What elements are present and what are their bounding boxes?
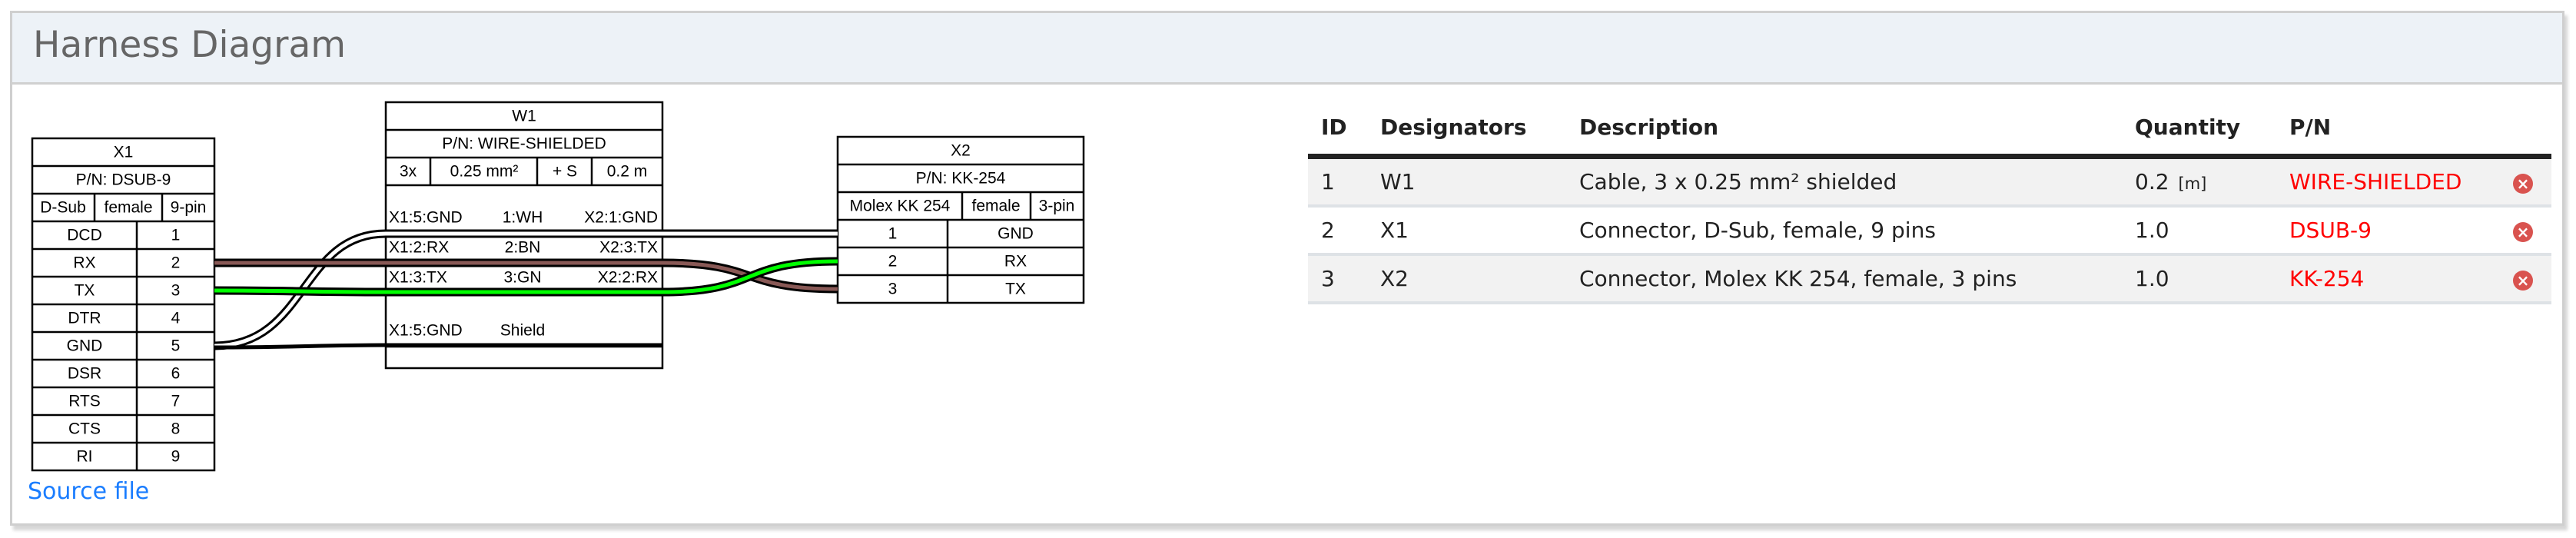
bom-id: 2	[1308, 206, 1367, 256]
connector-x1-pn: P/N: DSUB-9	[76, 171, 171, 189]
bom-table: ID Designators Description Quantity P/N …	[1308, 100, 2551, 304]
quantity-value: 1.0	[2135, 218, 2169, 243]
col-quantity: Quantity	[2122, 100, 2276, 159]
wires	[214, 229, 838, 350]
bom-row: 2 X1 Connector, D-Sub, female, 9 pins 1.0 DS…	[1308, 206, 2551, 256]
pin-label: RX	[73, 254, 95, 272]
bom-actions: ×	[2500, 254, 2551, 304]
bom-description: Cable, 3 x 0.25 mm² shielded	[1566, 156, 2122, 208]
col-designators: Designators	[1367, 100, 1566, 159]
source-file-link[interactable]: Source file	[28, 478, 150, 505]
quantity-value: 0.2	[2135, 169, 2169, 194]
wire-to: X2:2:RX	[598, 269, 658, 287]
wire-to: X2:1:GND	[584, 209, 658, 227]
bom-pn: KK-254	[2276, 254, 2500, 304]
pin-label: GND	[998, 225, 1034, 243]
pin-number: 1	[171, 227, 181, 244]
pin-number: 2	[171, 254, 181, 272]
pin-label: TX	[75, 282, 95, 300]
wire-to: X2:3:TX	[599, 239, 658, 257]
card-header: Harness Diagram	[12, 13, 2562, 85]
pin-label: RTS	[68, 393, 101, 410]
connector-x2-name: X2	[951, 142, 971, 160]
bom-description: Connector, D-Sub, female, 9 pins	[1566, 206, 2122, 256]
pin-label: GND	[67, 337, 103, 355]
pin-label: DTR	[68, 310, 101, 327]
page-title: Harness Diagram	[33, 24, 347, 66]
shield-wire	[214, 343, 662, 350]
bom-id: 1	[1308, 156, 1367, 208]
bom-designators: X2	[1367, 254, 1566, 304]
pin-number: 5	[171, 337, 181, 355]
cable-shield: + S	[553, 163, 577, 181]
harness-diagram: X1 P/N: DSUB-9 D-Sub female 9-pin DCD 1 RX 2 TX 3 D…	[31, 101, 1085, 472]
pin-number: 7	[171, 393, 181, 410]
bom-row: 3 X2 Connector, Molex KK 254, female, 3 pi…	[1308, 254, 2551, 304]
connector-x1-gender: female	[104, 199, 152, 217]
pin-number: 6	[171, 365, 181, 383]
pin-number: 3	[171, 282, 181, 300]
connector-x2-pincount: 3-pin	[1039, 198, 1075, 215]
bom-quantity: 1.0	[2122, 206, 2276, 256]
bom-actions: ×	[2500, 206, 2551, 256]
quantity-unit: [m]	[2178, 174, 2207, 193]
connector-x1-name: X1	[114, 144, 134, 161]
pin-label: RX	[1004, 253, 1027, 271]
pin-number: 3	[888, 281, 898, 298]
bom-designators: X1	[1367, 206, 1566, 256]
cable-gauge: 0.25 mm²	[450, 163, 519, 181]
pin-label: DSR	[68, 365, 101, 383]
col-id: ID	[1308, 100, 1367, 159]
wire-from: X1:5:GND	[389, 209, 463, 227]
pin-number: 1	[888, 225, 898, 243]
wire-wh	[214, 231, 838, 348]
pin-number: 2	[888, 253, 898, 271]
pin-label: RI	[77, 448, 93, 466]
pin-number: 8	[171, 420, 181, 438]
cable-pn: P/N: WIRE-SHIELDED	[442, 135, 606, 153]
bom-pn: DSUB-9	[2276, 206, 2500, 256]
wire-id: 2:BN	[505, 239, 541, 257]
col-description: Description	[1566, 100, 2122, 159]
pin-label: DCD	[67, 227, 102, 244]
pin-label: CTS	[68, 420, 101, 438]
wire-from: X1:2:RX	[389, 239, 449, 257]
bom-designators: W1	[1367, 156, 1566, 208]
pin-number: 4	[171, 310, 181, 327]
cable-count: 3x	[400, 163, 417, 181]
wire-bn	[214, 261, 838, 291]
connector-x1-pincount: 9-pin	[171, 199, 207, 217]
connector-x2-type: Molex KK 254	[850, 198, 951, 215]
delete-icon[interactable]: ×	[2513, 174, 2533, 194]
bom-pn: WIRE-SHIELDED	[2276, 156, 2500, 208]
cable-name: W1	[512, 108, 536, 125]
bom-actions: ×	[2500, 156, 2551, 208]
delete-icon[interactable]: ×	[2513, 271, 2533, 291]
bom-header-row: ID Designators Description Quantity P/N	[1308, 100, 2551, 159]
shield-from: X1:5:GND	[389, 322, 463, 340]
shield-label: Shield	[500, 322, 545, 340]
cable-length: 0.2 m	[607, 163, 648, 181]
pin-label: TX	[1005, 281, 1026, 298]
wire-id: 1:WH	[503, 209, 543, 227]
col-pn: P/N	[2276, 100, 2500, 159]
connector-x2-gender: female	[971, 198, 1020, 215]
bom-description: Connector, Molex KK 254, female, 3 pins	[1566, 254, 2122, 304]
delete-icon[interactable]: ×	[2513, 222, 2533, 242]
bom-quantity: 0.2 [m]	[2122, 156, 2276, 208]
bom-id: 3	[1308, 254, 1367, 304]
connector-x1-type: D-Sub	[40, 199, 86, 217]
col-actions	[2500, 100, 2551, 159]
wire-id: 3:GN	[503, 269, 541, 287]
wire-from: X1:3:TX	[389, 269, 447, 287]
pin-number: 9	[171, 448, 181, 466]
quantity-value: 1.0	[2135, 266, 2169, 291]
wire-gn	[214, 259, 838, 294]
connector-x2-pn: P/N: KK-254	[916, 170, 1006, 188]
bom-quantity: 1.0	[2122, 254, 2276, 304]
bom-row: 1 W1 Cable, 3 x 0.25 mm² shielded 0.2 [m] WIR…	[1308, 156, 2551, 208]
